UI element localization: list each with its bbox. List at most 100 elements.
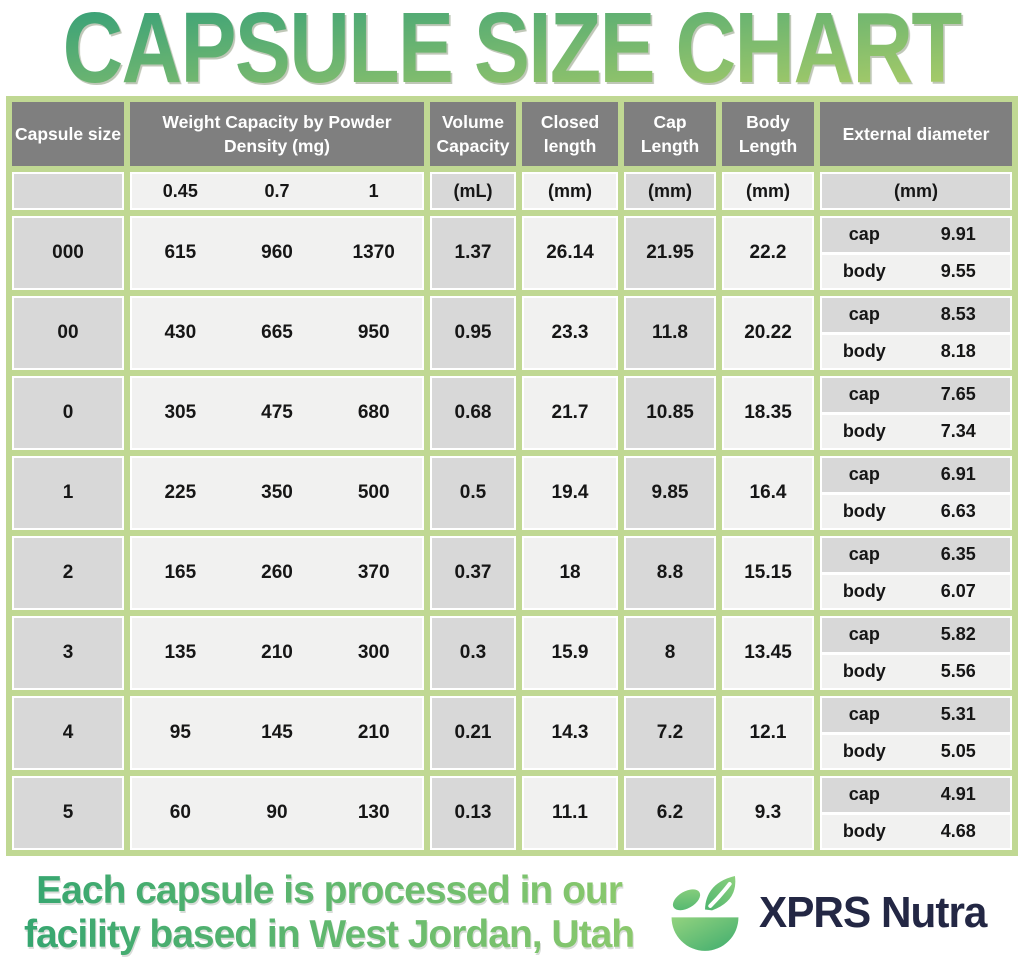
units-closed-length: (mm) [522,172,619,210]
volume-capacity-cell: 0.5 [430,456,517,530]
closed-length-cell: 11.1 [522,776,619,850]
footer-tagline-line1: Each capsule is processed in our [36,869,622,913]
table-row: 0 305 475 680 0.68 21.7 10.85 18.35 cap 7.65 body 7… [11,376,1013,450]
volume-capacity-cell: 0.21 [430,696,517,770]
header-cap-length: Cap Length [624,102,717,166]
capsule-size-cell: 1 [11,456,124,530]
external-diameter-body-row: body 5.05 [822,731,1011,768]
footer: Each capsule is processed in our facilit… [0,856,1024,966]
table-row: 2 165 260 370 0.37 18 8.8 15.15 cap 6.35 body 6.07 [11,536,1013,610]
cap-length-cell: 6.2 [624,776,717,850]
footer-tagline: Each capsule is processed in our facilit… [24,869,634,956]
weight-capacity-cell: 60 90 130 [129,776,425,850]
closed-length-cell: 26.14 [522,216,619,290]
units-body-length: (mm) [722,172,815,210]
external-diameter-cap-row: cap 6.91 [822,458,1011,492]
weight-capacity-cell: 225 350 500 [129,456,425,530]
table-row: 1 225 350 500 0.5 19.4 9.85 16.4 cap 6.91 body 6.63 [11,456,1013,530]
density-07: 0.7 [264,180,290,201]
header-body-length: Body Length [722,102,815,166]
closed-length-cell: 21.7 [522,376,619,450]
capsule-size-cell: 3 [11,616,124,690]
body-length-cell: 22.2 [722,216,815,290]
external-diameter-cap-row: cap 7.65 [822,378,1011,412]
body-length-cell: 15.15 [722,536,815,610]
volume-capacity-cell: 0.37 [430,536,517,610]
external-diameter-cap-row: cap 5.31 [822,698,1011,732]
volume-capacity-cell: 0.95 [430,296,517,370]
weight-capacity-cell: 165 260 370 [129,536,425,610]
capsule-size-cell: 0 [11,376,124,450]
table-row: 5 60 90 130 0.13 11.1 6.2 9.3 cap 4.91 body 4.68 [11,776,1013,850]
cap-length-cell: 8.8 [624,536,717,610]
table-row: 3 135 210 300 0.3 15.9 8 13.45 cap 5.82 body 5.56 [11,616,1013,690]
body-length-cell: 18.35 [722,376,815,450]
external-diameter-body-row: body 9.55 [822,251,1011,288]
external-diameter-cell: cap 5.82 body 5.56 [820,616,1013,690]
brand-name: XPRS Nutra [759,888,987,937]
cap-length-cell: 8 [624,616,717,690]
capsule-size-cell: 2 [11,536,124,610]
density-045: 0.45 [162,180,198,201]
capsule-size-cell: 000 [11,216,124,290]
capsule-size-cell: 5 [11,776,124,850]
volume-capacity-cell: 1.37 [430,216,517,290]
body-length-cell: 13.45 [722,616,815,690]
body-length-cell: 9.3 [722,776,815,850]
external-diameter-cell: cap 9.91 body 9.55 [820,216,1013,290]
external-diameter-cap-row: cap 6.35 [822,538,1011,572]
external-diameter-cap-row: cap 9.91 [822,218,1011,252]
weight-capacity-cell: 615 960 1370 [129,216,425,290]
units-cap-length: (mm) [624,172,717,210]
xprs-nutra-logo: XPRS Nutra [661,869,996,957]
cap-length-cell: 10.85 [624,376,717,450]
capsule-size-cell: 00 [11,296,124,370]
density-1: 1 [368,180,379,201]
capsule-size-table: Capsule size Weight Capacity by Powder D… [5,96,1019,856]
units-weight-densities: 0.45 0.7 1 [129,172,425,210]
cap-length-cell: 11.8 [624,296,717,370]
body-length-cell: 16.4 [722,456,815,530]
header-weight-capacity: Weight Capacity by Powder Density (mg) [129,102,425,166]
header-row: Capsule size Weight Capacity by Powder D… [11,102,1013,166]
volume-capacity-cell: 0.3 [430,616,517,690]
mortar-leaf-icon [671,876,739,951]
cap-length-cell: 9.85 [624,456,717,530]
page-title: CAPSULE SIZE CHART [0,0,1024,104]
external-diameter-cell: cap 6.35 body 6.07 [820,536,1013,610]
page-title-text: CAPSULE SIZE CHART [62,0,963,104]
closed-length-cell: 23.3 [522,296,619,370]
table-row: 4 95 145 210 0.21 14.3 7.2 12.1 cap 5.31 body 5.05 [11,696,1013,770]
header-closed-length: Closed length [522,102,619,166]
volume-capacity-cell: 0.13 [430,776,517,850]
closed-length-cell: 19.4 [522,456,619,530]
weight-capacity-cell: 135 210 300 [129,616,425,690]
footer-tagline-line2: facility based in West Jordan, Utah [24,913,635,956]
volume-capacity-cell: 0.68 [430,376,517,450]
cap-length-cell: 7.2 [624,696,717,770]
external-diameter-cell: cap 4.91 body 4.68 [820,776,1013,850]
capsule-size-cell: 4 [11,696,124,770]
external-diameter-body-row: body 5.56 [822,651,1011,688]
closed-length-cell: 14.3 [522,696,619,770]
weight-capacity-cell: 430 665 950 [129,296,425,370]
header-volume-capacity: Volume Capacity [430,102,517,166]
external-diameter-cell: cap 5.31 body 5.05 [820,696,1013,770]
weight-capacity-cell: 95 145 210 [129,696,425,770]
closed-length-cell: 18 [522,536,619,610]
body-length-cell: 12.1 [722,696,815,770]
units-row: 0.45 0.7 1 (mL) (mm) (mm) (mm) (mm) [11,172,1013,210]
external-diameter-body-row: body 4.68 [822,811,1011,848]
external-diameter-cell: cap 6.91 body 6.63 [820,456,1013,530]
external-diameter-body-row: body 6.07 [822,571,1011,608]
external-diameter-cap-row: cap 8.53 [822,298,1011,332]
external-diameter-body-row: body 6.63 [822,491,1011,528]
external-diameter-body-row: body 8.18 [822,331,1011,368]
body-length-cell: 20.22 [722,296,815,370]
closed-length-cell: 15.9 [522,616,619,690]
units-volume: (mL) [430,172,517,210]
external-diameter-body-row: body 7.34 [822,411,1011,448]
external-diameter-cell: cap 8.53 body 8.18 [820,296,1013,370]
units-external-diameter: (mm) [820,172,1013,210]
external-diameter-cap-row: cap 5.82 [822,618,1011,652]
